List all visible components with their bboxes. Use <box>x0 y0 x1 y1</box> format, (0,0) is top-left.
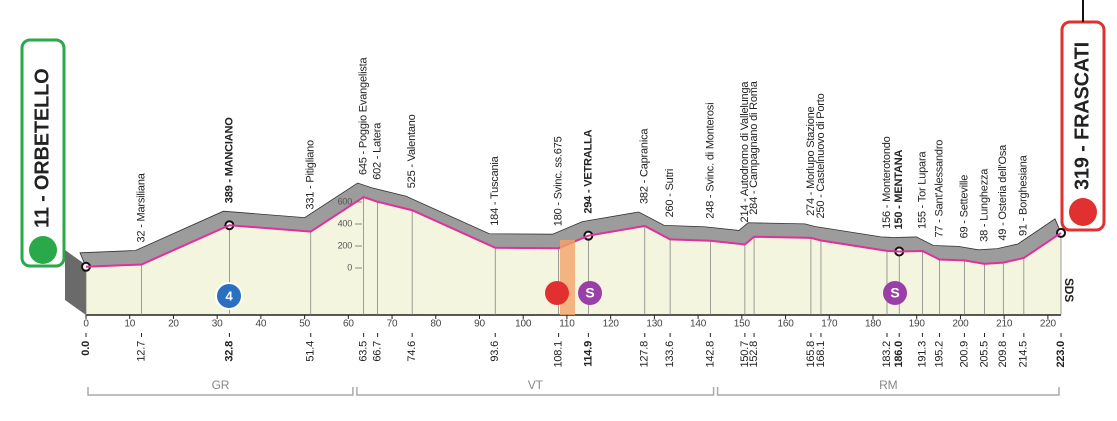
waypoint-label: 32 - Marsiliana <box>135 172 147 242</box>
x-tick-label: 30 <box>212 319 223 330</box>
sprint-symbol: S <box>890 285 899 301</box>
logo: SDS <box>1062 278 1076 302</box>
waypoint-label: 260 - Sutri <box>664 169 676 218</box>
province-bracket <box>716 387 1060 396</box>
province-bracket <box>87 387 354 396</box>
km-label: 12.7 <box>135 341 147 362</box>
waypoint-label: 274 - Morlupo Stazione <box>805 106 817 215</box>
waypoint-label: 294 - VETRALLA <box>582 129 594 213</box>
waypoint-label: 156 - Monterotondo <box>881 136 893 228</box>
km-label: 127.8 <box>639 341 651 368</box>
km-label: 183.2 <box>881 341 893 368</box>
province-name: RM <box>879 378 897 392</box>
km-label: 214.5 <box>1018 341 1030 368</box>
x-tick-label: 50 <box>299 319 310 330</box>
sprint-icon <box>883 281 907 305</box>
province-name: GR <box>212 378 230 392</box>
finish-icon <box>1069 198 1097 226</box>
waypoint-label: 180 - Svinc. ss.675 <box>553 136 565 226</box>
x-tick-label: 200 <box>952 319 969 330</box>
km-label: 200.9 <box>958 341 970 368</box>
km-label: 32.8 <box>223 341 235 362</box>
waypoint-label: 248 - Svinc. di Monterosi <box>704 103 716 219</box>
terminal-label: 319 - FRASCATI <box>1071 42 1093 190</box>
start-icon <box>29 236 57 264</box>
waypoint-label: 184 - Tuscania <box>489 155 501 225</box>
y-tick-label: 0 <box>347 262 352 272</box>
km-label: 205.5 <box>978 341 990 368</box>
waypoint-label: 150 - MENTANA <box>893 150 905 230</box>
x-tick-label: 120 <box>603 319 620 330</box>
x-tick-label: 0 <box>83 319 89 330</box>
y-tick-label: 600 <box>338 196 353 206</box>
kom-category: 4 <box>225 288 233 303</box>
province-bracket <box>356 387 715 396</box>
x-tick-label: 100 <box>515 319 532 330</box>
x-tick-label: 210 <box>996 319 1013 330</box>
x-tick-label: 20 <box>168 319 179 330</box>
waypoint-label: 645 - Poggio Evangelista <box>358 56 370 175</box>
x-tick-label: 90 <box>474 319 485 330</box>
km-label: 74.6 <box>406 341 418 362</box>
waypoint-label: 77 - Sant'Alessandro <box>933 140 945 238</box>
terminal-label: 11 - ORBETELLO <box>31 69 53 228</box>
waypoint-label: 49 - Osteria dell'Osa <box>997 144 1009 241</box>
km-label: 209.8 <box>997 341 1009 368</box>
x-tick-label: 10 <box>124 319 135 330</box>
x-tick-label: 40 <box>256 319 267 330</box>
km-label: 0.0 <box>80 341 92 356</box>
waypoint-label: 331 - Pitigliano <box>305 140 317 210</box>
x-tick-label: 80 <box>430 319 441 330</box>
x-tick-label: 110 <box>559 319 575 330</box>
x-tick-label: 170 <box>821 319 838 330</box>
x-tick-label: 190 <box>909 319 926 330</box>
km-label: 186.0 <box>893 341 905 368</box>
km-label: 150.7 <box>739 341 751 368</box>
profile-side <box>65 250 86 315</box>
km-label: 223.0 <box>1055 341 1067 368</box>
km-label: 195.2 <box>933 341 945 368</box>
x-tick-label: 220 <box>1040 319 1057 330</box>
x-tick-label: 160 <box>778 319 795 330</box>
waypoint-label: 250 - Castelnuovo di Porto <box>815 93 827 218</box>
waypoint-label: 525 - Valentano <box>406 114 418 188</box>
sprint-symbol: S <box>585 285 594 301</box>
province-name: VT <box>528 378 544 392</box>
km-label: 133.6 <box>664 341 676 368</box>
x-tick-label: 130 <box>646 319 663 330</box>
kom-icon <box>215 282 243 310</box>
waypoint-label: 38 - Lunghezza <box>978 168 990 242</box>
km-label: 165.8 <box>805 341 817 368</box>
y-tick-label: 200 <box>338 240 353 250</box>
waypoint-label: 389 - MANCIANO <box>223 117 235 203</box>
km-label: 191.3 <box>916 341 928 368</box>
km-label: 66.7 <box>372 341 384 362</box>
km-label: 93.6 <box>489 341 501 362</box>
x-tick-label: 140 <box>690 319 707 330</box>
km-label: 108.1 <box>553 341 565 368</box>
km-label: 152.8 <box>748 341 760 368</box>
waypoint-label: 155 - Tor Lupara <box>916 151 928 229</box>
waypoint-label: 69 - Setteville <box>958 175 970 239</box>
y-tick-label: 400 <box>338 218 353 228</box>
waypoint-label: 91 - Borghesiana <box>1018 154 1030 236</box>
x-tick-label: 180 <box>865 319 882 330</box>
x-tick-label: 150 <box>734 319 751 330</box>
x-tick-label: 70 <box>387 319 398 330</box>
km-label: 142.8 <box>704 341 716 368</box>
waypoint-label: 284 - Campagnano di Roma <box>748 80 760 214</box>
sprint-icon <box>578 281 602 305</box>
profile-line <box>85 195 1062 268</box>
feed-icon <box>545 281 569 305</box>
start-box <box>20 38 66 268</box>
x-tick-label: 60 <box>343 319 354 330</box>
km-label: 114.9 <box>582 341 594 367</box>
km-label: 51.4 <box>305 341 317 362</box>
km-label: 63.5 <box>358 341 370 362</box>
waypoint-label: 214 - Autodromo di Vallelunga <box>739 81 751 223</box>
waypoint-label: 382 - Capranica <box>639 128 651 204</box>
waypoint-label: 602 - Latera <box>372 122 384 180</box>
km-label: 168.1 <box>815 341 827 368</box>
